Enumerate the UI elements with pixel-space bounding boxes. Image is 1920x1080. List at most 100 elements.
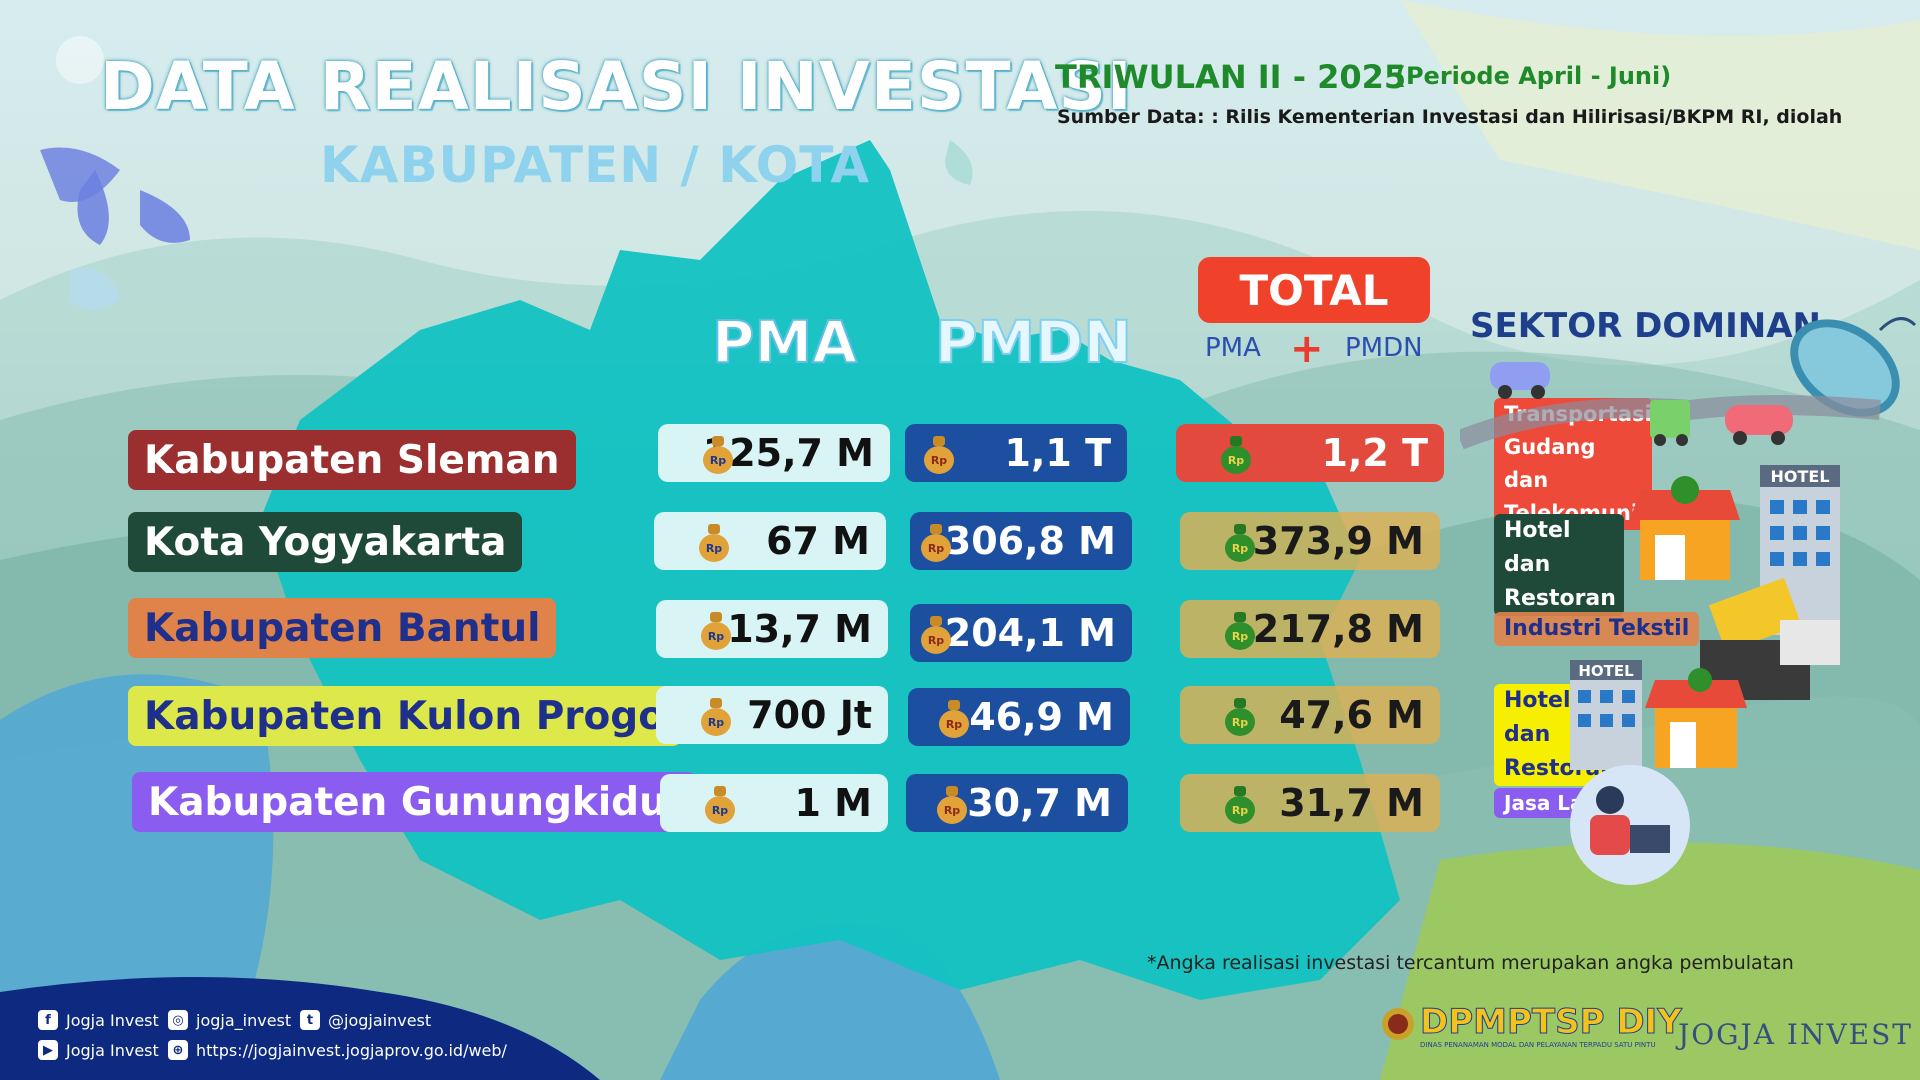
footnote: *Angka realisasi investasi tercantum mer…	[1147, 952, 1794, 974]
car-icon	[1490, 362, 1550, 399]
website-label: https://jogjainvest.jogjaprov.go.id/web/	[196, 1040, 507, 1060]
pmdn-value-text: 204,1 M	[944, 611, 1116, 655]
hotel-building-icon: HOTEL	[1570, 660, 1642, 770]
total-value-text: 373,9 M	[1252, 519, 1424, 563]
money-bag-icon: Rp	[1225, 524, 1255, 562]
svg-text:HOTEL: HOTEL	[1770, 467, 1829, 486]
pma-value-text: 700 Jt	[747, 693, 872, 737]
svg-text:Rp: Rp	[710, 454, 726, 467]
total-value: Rp 217,8 M	[1180, 600, 1440, 658]
money-bag-icon: Rp	[703, 436, 733, 474]
money-bag-icon: Rp	[921, 524, 951, 562]
total-value: Rp 31,7 M	[1180, 774, 1440, 832]
total-value: Rp 47,6 M	[1180, 686, 1440, 744]
money-bag-icon: Rp	[924, 436, 954, 474]
pmdn-value: Rp 46,9 M	[908, 688, 1130, 746]
svg-text:HOTEL: HOTEL	[1578, 662, 1634, 680]
money-bag-icon: Rp	[921, 616, 951, 654]
money-bag-icon: Rp	[701, 698, 731, 736]
website-link[interactable]: ⊕ https://jogjainvest.jogjaprov.go.id/we…	[168, 1040, 507, 1060]
twitter-label: @jogjainvest	[328, 1010, 432, 1030]
youtube-label: Jogja Invest	[66, 1040, 159, 1060]
sector-label: Hotel dan Restoran	[1494, 514, 1624, 616]
money-bag-icon: Rp	[705, 786, 735, 824]
customer-service-icon	[1570, 765, 1690, 885]
period-label: TRIWULAN II - 2025	[1055, 58, 1407, 96]
sector-label: Industri Tekstil	[1494, 612, 1700, 646]
page-title: DATA REALISASI INVESTASI	[100, 48, 1133, 125]
pmdn-value: Rp 1,1 T	[905, 424, 1127, 482]
logo-dpmptsp-subtitle: DINAS PENANAMAN MODAL DAN PELAYANAN TERP…	[1420, 1041, 1656, 1049]
svg-text:Rp: Rp	[708, 716, 724, 729]
emblem-icon	[1382, 1008, 1414, 1040]
twitter-icon: t	[300, 1010, 320, 1030]
facebook-link[interactable]: f Jogja Invest	[38, 1010, 159, 1030]
total-value-text: 47,6 M	[1279, 693, 1424, 737]
car-icon	[1725, 405, 1793, 445]
page-subtitle: KABUPATEN / KOTA	[320, 136, 871, 194]
total-value-text: 31,7 M	[1279, 781, 1424, 825]
period-range: (Periode April - Juni)	[1395, 62, 1672, 90]
twitter-link[interactable]: t @jogjainvest	[300, 1010, 431, 1030]
region-label-sleman: Kabupaten Sleman	[128, 430, 576, 490]
instagram-label: jogja_invest	[196, 1010, 292, 1030]
svg-text:Rp: Rp	[1232, 542, 1248, 555]
pma-value: Rp 1 M	[660, 774, 888, 832]
svg-text:Rp: Rp	[1228, 454, 1244, 467]
pma-value-text: 67 M	[766, 519, 870, 563]
pmdn-value: Rp 30,7 M	[906, 774, 1128, 832]
region-label-yogyakarta: Kota Yogyakarta	[128, 512, 523, 572]
restaurant-icon	[1630, 476, 1740, 580]
pma-value-text: 1 M	[794, 781, 872, 825]
svg-text:Rp: Rp	[1232, 716, 1248, 729]
facebook-icon: f	[38, 1010, 58, 1030]
total-pmdn-label: PMDN	[1345, 333, 1423, 363]
svg-text:Rp: Rp	[946, 718, 962, 731]
pmdn-value: Rp 204,1 M	[910, 604, 1132, 662]
svg-text:Rp: Rp	[928, 542, 944, 555]
total-value-text: 1,2 T	[1321, 431, 1428, 475]
money-bag-icon: Rp	[939, 700, 969, 738]
column-header-total: TOTAL	[1198, 257, 1430, 323]
money-bag-icon: Rp	[937, 786, 967, 824]
youtube-icon: ▶	[38, 1040, 58, 1060]
svg-text:Rp: Rp	[712, 804, 728, 817]
svg-text:Rp: Rp	[706, 542, 722, 555]
column-header-sektor: SEKTOR DOMINAN	[1470, 306, 1822, 346]
money-bag-icon: Rp	[1225, 786, 1255, 824]
pma-value: Rp 13,7 M	[656, 600, 888, 658]
truck-icon	[1650, 400, 1690, 446]
instagram-link[interactable]: ◎ jogja_invest	[168, 1010, 291, 1030]
pmdn-value-text: 46,9 M	[969, 695, 1114, 739]
plus-icon: +	[1290, 326, 1324, 372]
pmdn-value-text: 306,8 M	[944, 519, 1116, 563]
total-pma-label: PMA	[1205, 333, 1261, 363]
money-bag-icon: Rp	[701, 612, 731, 650]
money-bag-icon: Rp	[1225, 612, 1255, 650]
pma-value: Rp 700 Jt	[656, 686, 888, 744]
pma-value: Rp 67 M	[654, 512, 886, 570]
satellite-dish-icon	[1790, 317, 1917, 417]
pmdn-value-text: 1,1 T	[1004, 431, 1111, 475]
restaurant-icon	[1645, 668, 1747, 768]
pma-value-text: 125,7 M	[702, 431, 874, 475]
youtube-link[interactable]: ▶ Jogja Invest	[38, 1040, 159, 1060]
region-label-gunungkidul: Kabupaten Gunungkidul	[132, 772, 697, 832]
logo-jogja-invest: JOGJA INVEST	[1678, 1018, 1913, 1051]
total-value: Rp 373,9 M	[1180, 512, 1440, 570]
instagram-icon: ◎	[168, 1010, 188, 1030]
region-label-kulon-progo: Kabupaten Kulon Progo	[128, 686, 682, 746]
total-value-text: 217,8 M	[1252, 607, 1424, 651]
pmdn-value-text: 30,7 M	[967, 781, 1112, 825]
pma-value: Rp 125,7 M	[658, 424, 890, 482]
money-bag-icon: Rp	[1221, 436, 1251, 474]
column-header-pma: PMA	[711, 307, 858, 377]
logo-dpmptsp: DPMPTSP DIY	[1420, 1002, 1683, 1043]
sector-illustrations: HOTEL HOTEL	[1460, 317, 1917, 885]
money-bag-icon: Rp	[699, 524, 729, 562]
data-source: Sumber Data: : Rilis Kementerian Investa…	[1057, 106, 1843, 128]
region-label-bantul: Kabupaten Bantul	[128, 598, 557, 658]
svg-text:Rp: Rp	[1232, 630, 1248, 643]
globe-icon: ⊕	[168, 1040, 188, 1060]
svg-text:Rp: Rp	[944, 804, 960, 817]
